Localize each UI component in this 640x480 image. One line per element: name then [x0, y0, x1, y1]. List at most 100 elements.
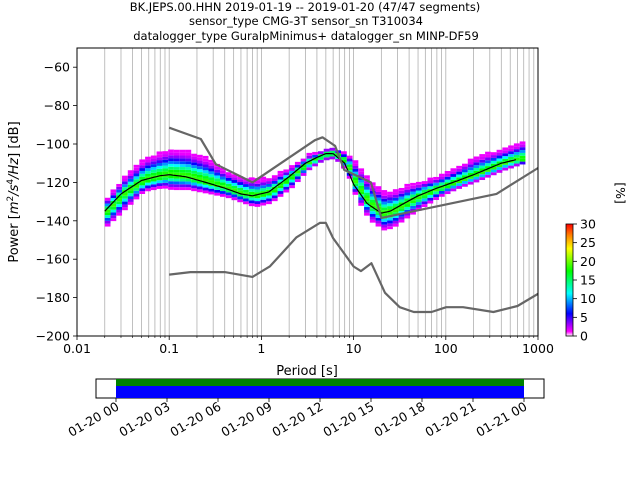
x-axis-ticks: 0.01 0.1 1 10 100 1000 — [63, 336, 554, 356]
psd-heat-cell — [404, 192, 411, 196]
time-tick-label: 01-20 00 — [65, 399, 121, 440]
psd-heat-cell — [306, 161, 313, 165]
psd-heat-cell — [202, 187, 209, 191]
psd-heat-cell — [168, 166, 174, 170]
psd-heat-cell — [473, 159, 480, 163]
psd-heat-cell — [519, 141, 526, 145]
psd-heat-cell — [122, 204, 128, 208]
psd-heat-cell — [185, 149, 192, 153]
psd-heat-cell — [254, 183, 261, 187]
psd-heat-cell — [202, 164, 209, 168]
psd-heat-cell — [168, 155, 174, 159]
psd-heat-cell — [421, 195, 428, 199]
psd-heat-cell — [283, 186, 290, 190]
psd-heat-cell — [294, 170, 301, 174]
psd-heat-cell — [162, 182, 169, 186]
psd-heat-cell — [387, 200, 393, 204]
psd-heat-cell — [358, 168, 365, 172]
median-psd-line — [104, 153, 517, 214]
psd-heat-cell — [202, 170, 209, 174]
psd-heat-cell — [300, 170, 307, 174]
psd-heat-cell — [214, 166, 221, 170]
psd-heat-cell — [139, 176, 146, 180]
psd-heat-cell — [473, 179, 480, 183]
psd-heat-cell — [122, 181, 128, 185]
psd-heat-cell — [231, 174, 238, 178]
psd-heat-cell — [462, 169, 468, 173]
x-axis-label: Period [s] — [276, 364, 338, 379]
psd-heat-cell — [122, 198, 128, 202]
psd-heat-cell — [300, 167, 307, 171]
psd-heat-cell — [364, 207, 370, 210]
psd-heat-cell — [231, 185, 238, 189]
psd-heat-cell — [467, 167, 474, 171]
psd-heat-cell — [490, 152, 497, 156]
psd-heat-cell — [225, 177, 232, 181]
psd-heat-cell — [485, 163, 491, 167]
psd-heat-cell — [271, 175, 278, 179]
psd-heat-cell — [248, 183, 255, 186]
psd-heat-cell — [375, 223, 382, 227]
psd-heat-cell — [381, 213, 388, 216]
psd-heat-cell — [139, 173, 146, 177]
psd-heat-cell — [508, 154, 514, 157]
psd-heat-cell — [415, 204, 422, 208]
time-tick-label: 01-20 09 — [218, 399, 274, 440]
psd-heat-cell — [185, 169, 192, 173]
psd-heat-cell — [392, 189, 399, 193]
psd-heat-cell — [185, 187, 192, 191]
psd-heat-cell — [139, 159, 146, 163]
psd-heat-cell — [133, 173, 140, 177]
psd-heat-cell — [248, 197, 255, 201]
psd-heat-cell — [277, 193, 284, 197]
psd-heat-cell — [410, 185, 416, 189]
psd-heat-cell — [214, 172, 221, 176]
psd-heat-cell — [208, 177, 215, 181]
psd-heat-cell — [191, 188, 197, 192]
psd-heat-cell — [467, 181, 474, 185]
psd-heat-cell — [398, 219, 405, 223]
psd-heat-cell — [392, 197, 399, 201]
psd-heat-cell — [450, 176, 457, 180]
psd-heat-cell — [173, 167, 180, 170]
psd-heat-cell — [479, 168, 486, 172]
psd-heat-cell — [502, 147, 509, 151]
psd-heat-cell — [191, 159, 197, 163]
psd-heat-cell — [410, 191, 416, 195]
psd-heat-cell — [179, 178, 186, 182]
psd-heat-cell — [438, 188, 445, 191]
psd-heat-cell — [415, 187, 422, 191]
psd-heat-cell — [513, 154, 520, 158]
psd-heat-cell — [485, 171, 491, 175]
psd-heat-cell — [467, 158, 474, 162]
psd-heat-cell — [208, 171, 215, 175]
psd-heat-cell — [150, 178, 157, 182]
y-tick-label: −60 — [44, 60, 70, 75]
psd-heat-cell — [116, 195, 123, 199]
psd-heat-cell — [300, 158, 307, 162]
psd-heat-cell — [104, 215, 111, 218]
psd-heat-cell — [421, 189, 428, 193]
psd-heat-cell — [127, 176, 134, 179]
psd-heat-cell — [220, 179, 226, 183]
psd-heat-cell — [179, 161, 186, 165]
psd-heat-cell — [375, 217, 382, 221]
psd-heat-cell — [196, 166, 203, 170]
psd-heat-cell — [156, 151, 163, 155]
psd-heat-cell — [162, 179, 169, 183]
psd-heat-cell — [456, 174, 463, 178]
colorbar-tick-label: 25 — [580, 235, 596, 250]
psd-heat-cell — [260, 202, 267, 206]
psd-heat-cell — [254, 186, 261, 190]
psd-heat-cell — [289, 165, 295, 168]
psd-heat-cell — [387, 209, 393, 212]
psd-heat-cell — [191, 176, 197, 180]
psd-heat-cell — [513, 157, 520, 161]
psd-heat-cell — [289, 173, 295, 177]
psd-heat-cell — [185, 178, 192, 182]
psd-heat-cell — [496, 149, 503, 153]
psd-heat-cell — [513, 146, 520, 150]
psd-heat-cell — [364, 204, 370, 208]
psd-heat-cell — [410, 211, 416, 215]
psd-heat-cell — [260, 196, 267, 200]
